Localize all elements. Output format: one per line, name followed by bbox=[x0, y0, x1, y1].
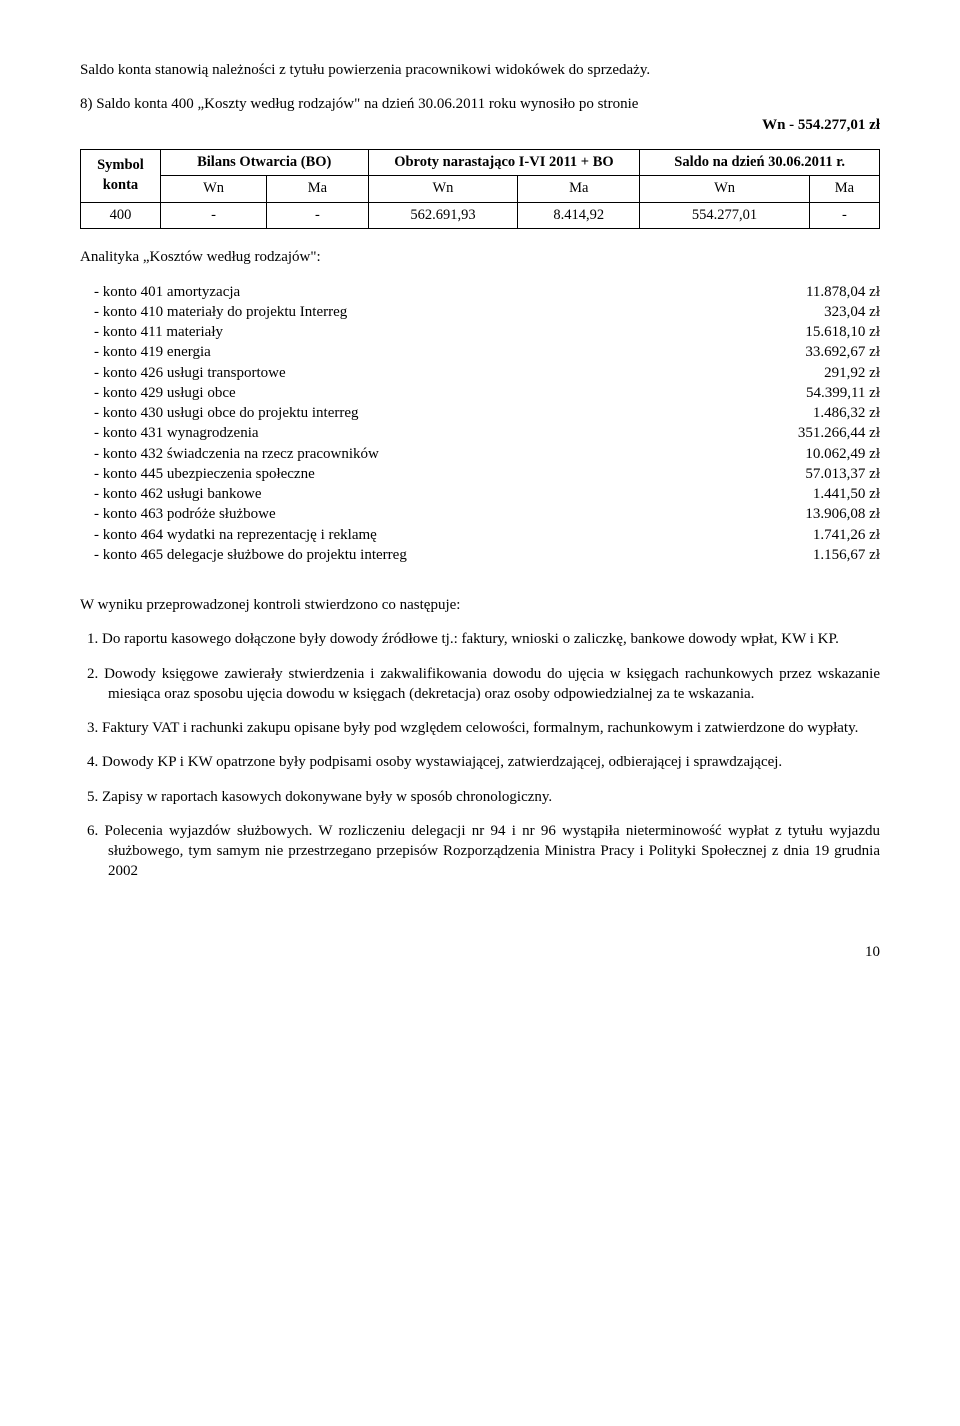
analityka-title: Analityka „Kosztów według rodzajów": bbox=[80, 247, 880, 267]
finding-item: 4. Dowody KP i KW opatrzone były podpisa… bbox=[80, 752, 880, 772]
konto-label: - konto 464 wydatki na reprezentację i r… bbox=[80, 525, 377, 545]
th-obroty: Obroty narastająco I-VI 2011 + BO bbox=[368, 149, 640, 176]
konto-label: - konto 445 ubezpieczenia społeczne bbox=[80, 464, 315, 484]
list-item: - konto 431 wynagrodzenia 351.266,44 zł bbox=[80, 423, 880, 443]
table-row: 400 - - 562.691,93 8.414,92 554.277,01 - bbox=[81, 202, 880, 229]
findings-list: 1. Do raportu kasowego dołączone były do… bbox=[80, 629, 880, 881]
list-item: - konto 445 ubezpieczenia społeczne 57.01… bbox=[80, 464, 880, 484]
list-item: - konto 464 wydatki na reprezentację i r… bbox=[80, 525, 880, 545]
konto-label: - konto 429 usługi obce bbox=[80, 383, 236, 403]
finding-item: 3. Faktury VAT i rachunki zakupu opisane… bbox=[80, 718, 880, 738]
list-item: - konto 429 usługi obce 54.399,11 zł bbox=[80, 383, 880, 403]
th-saldo: Saldo na dzień 30.06.2011 r. bbox=[640, 149, 880, 176]
th-ma: Ma bbox=[809, 176, 879, 203]
konto-value: 1.441,50 zł bbox=[793, 484, 880, 504]
th-symbol: Symbol konta bbox=[81, 149, 161, 202]
list-item: - konto 401 amortyzacja 11.878,04 zł bbox=[80, 282, 880, 302]
list-item: - konto 463 podróże służbowe 13.906,08 zł bbox=[80, 504, 880, 524]
list-item: - konto 419 energia 33.692,67 zł bbox=[80, 342, 880, 362]
page-number: 10 bbox=[80, 942, 880, 962]
konto-value: 1.156,67 zł bbox=[793, 545, 880, 565]
finding-item: 6. Polecenia wyjazdów służbowych. W rozl… bbox=[80, 821, 880, 882]
finding-item: 5. Zapisy w raportach kasowych dokonywan… bbox=[80, 787, 880, 807]
th-ma: Ma bbox=[518, 176, 640, 203]
list-item: - konto 426 usługi transportowe 291,92 zł bbox=[80, 363, 880, 383]
th-ma: Ma bbox=[267, 176, 368, 203]
cell: - bbox=[267, 202, 368, 229]
paragraph-intro2: 8) Saldo konta 400 „Koszty według rodzaj… bbox=[80, 94, 880, 114]
table-header-row: Symbol konta Bilans Otwarcia (BO) Obroty… bbox=[81, 149, 880, 176]
konto-label: - konto 463 podróże służbowe bbox=[80, 504, 276, 524]
finding-item: 1. Do raportu kasowego dołączone były do… bbox=[80, 629, 880, 649]
konto-value: 351.266,44 zł bbox=[778, 423, 880, 443]
konto-label: - konto 465 delegacje służbowe do projek… bbox=[80, 545, 407, 565]
list-item: - konto 465 delegacje służbowe do projek… bbox=[80, 545, 880, 565]
list-item: - konto 411 materiały 15.618,10 zł bbox=[80, 322, 880, 342]
cell: 554.277,01 bbox=[640, 202, 810, 229]
cell: - bbox=[160, 202, 266, 229]
th-wn: Wn bbox=[160, 176, 266, 203]
accounts-table: Symbol konta Bilans Otwarcia (BO) Obroty… bbox=[80, 149, 880, 230]
kontos-list: - konto 401 amortyzacja11.878,04 zł- kon… bbox=[80, 282, 880, 566]
konto-label: - konto 431 wynagrodzenia bbox=[80, 423, 259, 443]
konto-value: 323,04 zł bbox=[804, 302, 880, 322]
konto-value: 13.906,08 zł bbox=[785, 504, 880, 524]
konto-value: 54.399,11 zł bbox=[786, 383, 880, 403]
konto-value: 11.878,04 zł bbox=[786, 282, 880, 302]
cell: 562.691,93 bbox=[368, 202, 518, 229]
konto-label: - konto 430 usługi obce do projektu inte… bbox=[80, 403, 359, 423]
konto-value: 57.013,37 zł bbox=[785, 464, 880, 484]
list-item: - konto 410 materiały do projektu Interr… bbox=[80, 302, 880, 322]
th-bo: Bilans Otwarcia (BO) bbox=[160, 149, 368, 176]
konto-label: - konto 401 amortyzacja bbox=[80, 282, 240, 302]
konto-value: 1.741,26 zł bbox=[793, 525, 880, 545]
konto-label: - konto 411 materiały bbox=[80, 322, 223, 342]
list-item: - konto 432 świadczenia na rzecz pracown… bbox=[80, 444, 880, 464]
findings-intro: W wyniku przeprowadzonej kontroli stwier… bbox=[80, 595, 880, 615]
list-item: - konto 430 usługi obce do projektu inte… bbox=[80, 403, 880, 423]
konto-label: - konto 432 świadczenia na rzecz pracown… bbox=[80, 444, 379, 464]
cell-account: 400 bbox=[81, 202, 161, 229]
table-subheader-row: Wn Ma Wn Ma Wn Ma bbox=[81, 176, 880, 203]
konto-value: 1.486,32 zł bbox=[793, 403, 880, 423]
finding-item: 2. Dowody księgowe zawierały stwierdzeni… bbox=[80, 664, 880, 705]
konto-value: 15.618,10 zł bbox=[785, 322, 880, 342]
cell: 8.414,92 bbox=[518, 202, 640, 229]
th-wn: Wn bbox=[368, 176, 518, 203]
list-item: - konto 462 usługi bankowe 1.441,50 zł bbox=[80, 484, 880, 504]
intro2-amount: Wn - 554.277,01 zł bbox=[80, 115, 880, 135]
cell: - bbox=[809, 202, 879, 229]
konto-label: - konto 419 energia bbox=[80, 342, 211, 362]
paragraph-intro1: Saldo konta stanowią należności z tytułu… bbox=[80, 60, 880, 80]
konto-value: 33.692,67 zł bbox=[785, 342, 880, 362]
konto-label: - konto 410 materiały do projektu Interr… bbox=[80, 302, 347, 322]
konto-label: - konto 426 usługi transportowe bbox=[80, 363, 286, 383]
th-wn: Wn bbox=[640, 176, 810, 203]
konto-value: 10.062,49 zł bbox=[785, 444, 880, 464]
konto-label: - konto 462 usługi bankowe bbox=[80, 484, 261, 504]
konto-value: 291,92 zł bbox=[804, 363, 880, 383]
